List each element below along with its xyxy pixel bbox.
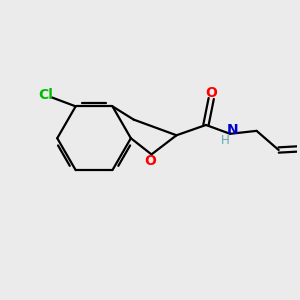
Text: N: N bbox=[226, 123, 238, 137]
Text: O: O bbox=[144, 154, 156, 168]
Text: Cl: Cl bbox=[38, 88, 53, 102]
Text: H: H bbox=[220, 134, 229, 147]
Text: O: O bbox=[205, 86, 217, 100]
